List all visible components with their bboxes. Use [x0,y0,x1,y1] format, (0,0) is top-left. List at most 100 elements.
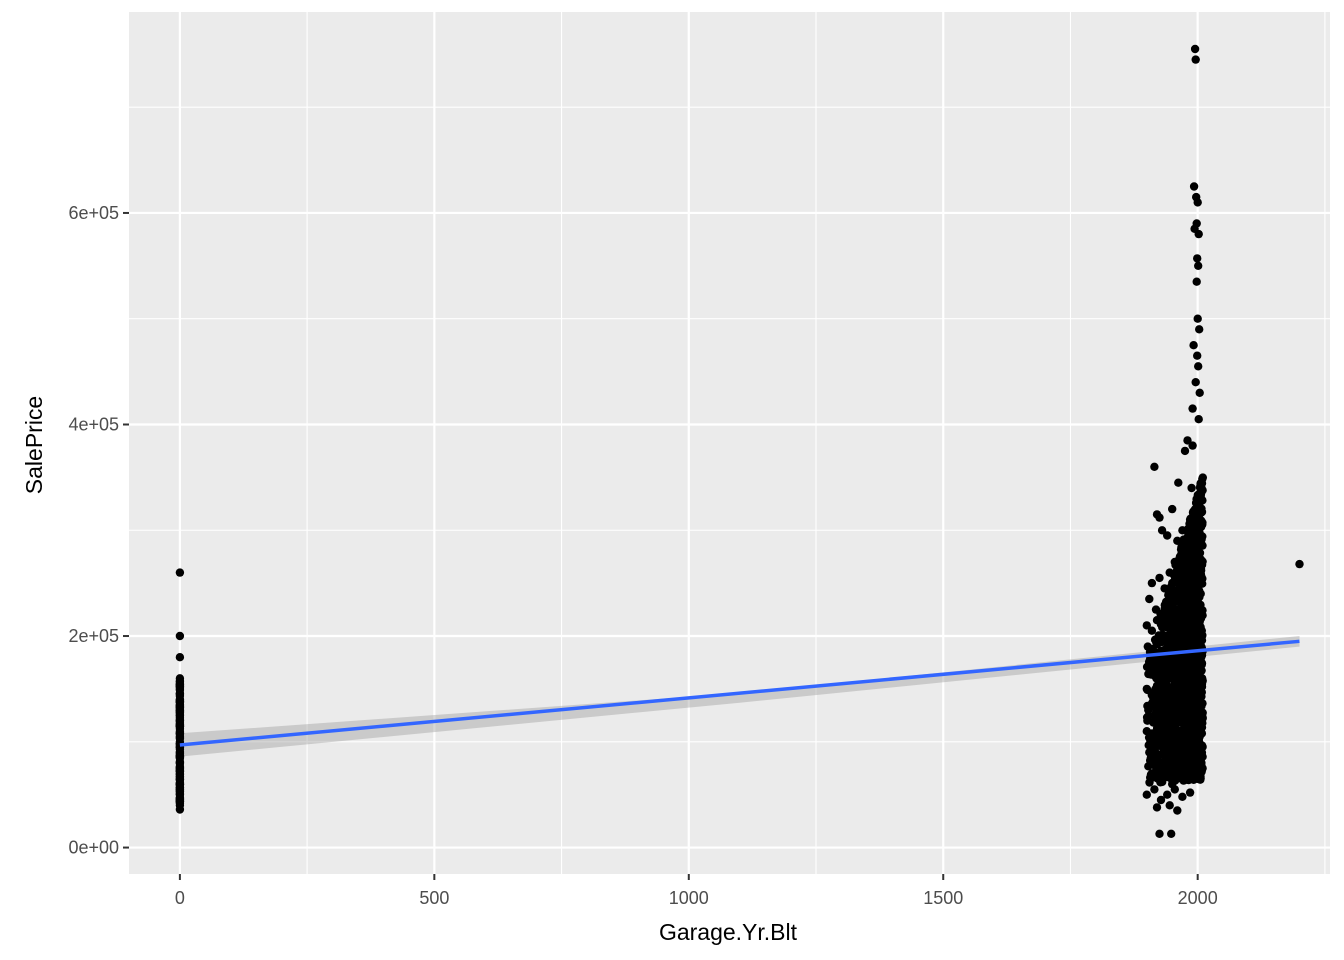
data-point [1195,325,1204,334]
data-point [1191,764,1200,773]
data-point [175,674,185,683]
x-tick-label: 0 [175,888,185,908]
data-point [1151,753,1161,762]
data-point [175,653,185,662]
data-point [1178,542,1188,551]
data-point [1165,801,1174,810]
data-point [1193,696,1202,705]
data-point [1178,792,1187,801]
data-point [1160,764,1169,773]
data-point [1142,727,1152,736]
data-point [1193,198,1202,207]
data-point [1193,351,1202,360]
data-point [1166,758,1175,768]
data-point [1195,732,1204,741]
data-point [1144,741,1153,750]
data-point [1167,727,1176,736]
data-point [1196,571,1206,580]
data-point [1151,668,1161,678]
data-point [1163,531,1172,540]
data-point [1183,584,1192,593]
data-point [1197,723,1207,732]
data-point [1195,388,1204,397]
data-point [1168,504,1177,514]
data-point [1193,705,1202,715]
data-point [1180,446,1190,456]
data-point [1164,608,1174,618]
data-point [1158,742,1168,752]
data-point [1174,690,1183,699]
data-point [1186,700,1195,709]
data-point [1150,711,1160,720]
data-point [1197,653,1206,662]
data-point [1155,829,1164,838]
data-point [1153,721,1163,731]
data-point [1187,658,1196,667]
data-point [1182,624,1191,633]
data-point [1196,508,1206,517]
data-point [1149,697,1158,706]
data-point [1182,610,1191,620]
data-point [1193,254,1202,263]
data-point [1168,589,1177,598]
data-point [1196,520,1205,530]
data-point [1185,515,1195,524]
data-point [1168,684,1177,694]
data-point [1175,616,1185,625]
data-point [1185,742,1195,752]
data-point [175,631,185,641]
x-tick-label: 500 [419,888,449,908]
y-tick-label: 4e+05 [68,414,119,434]
data-point [1163,790,1172,799]
data-point [1193,314,1202,323]
data-point [1158,658,1168,667]
data-point [1195,483,1205,492]
y-tick-label: 2e+05 [68,626,119,646]
data-point [1165,621,1174,630]
data-point [1190,44,1200,54]
data-point [1182,694,1191,703]
data-point [1189,182,1199,191]
data-point [1191,378,1200,387]
data-point [1142,790,1152,799]
data-point [1197,633,1206,642]
y-axis-title: SalePrice [21,396,47,494]
data-point [1196,589,1205,598]
data-point [1167,674,1176,683]
data-point [1193,578,1202,588]
data-point [1175,552,1185,561]
data-point [1147,578,1157,588]
data-point [1188,441,1197,450]
data-point [1157,685,1167,695]
data-point [175,568,185,577]
data-point [1180,575,1189,584]
data-point [1157,700,1167,709]
data-point [1192,642,1201,651]
data-point [1155,513,1164,522]
data-point [1174,478,1183,487]
data-point [1167,829,1176,838]
data-point [1172,663,1181,672]
data-point [1145,663,1154,672]
data-point [1142,621,1152,630]
y-tick-label: 0e+00 [68,838,119,858]
data-point [1190,547,1200,556]
data-point [1165,568,1174,577]
data-point [1153,774,1163,783]
data-point [1142,684,1152,694]
data-point [1150,462,1159,471]
data-point [1197,541,1207,550]
data-point [1165,716,1174,725]
data-point [1148,690,1158,699]
x-axis-title: Garage.Yr.Blt [659,919,798,945]
data-point [1185,788,1195,797]
data-point [1145,748,1154,757]
data-point [1170,557,1180,567]
x-tick-label: 1000 [669,888,709,908]
data-point [1181,603,1190,613]
data-point [1173,732,1182,741]
data-point [1192,277,1201,286]
trend-line [179,639,1300,747]
data-point [1188,727,1197,736]
